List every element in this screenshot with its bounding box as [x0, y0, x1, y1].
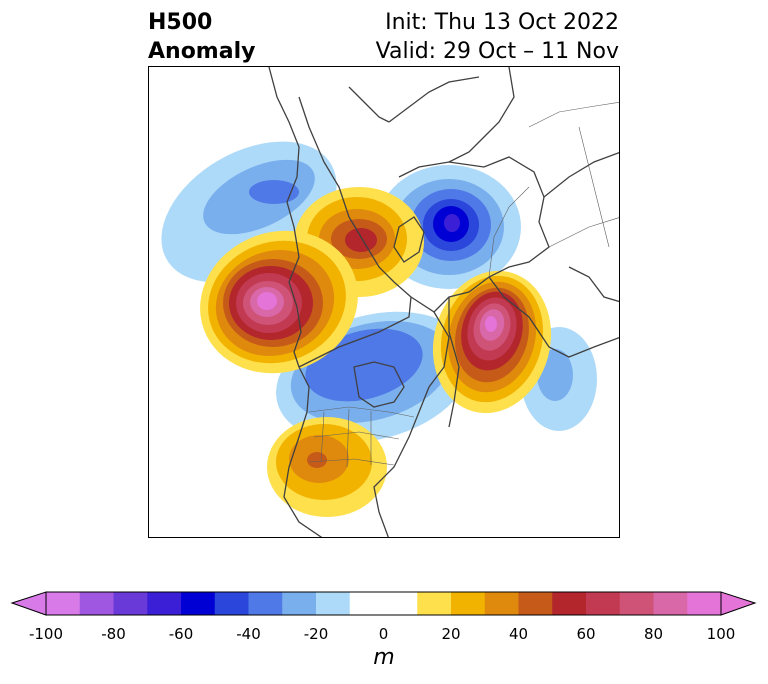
colorbar-segment: [316, 592, 351, 615]
tick-label: 20: [441, 625, 461, 643]
title-left-block: H500 Anomaly: [148, 8, 255, 66]
tick-label: 40: [508, 625, 529, 643]
colorbar-segment: [586, 592, 621, 615]
colorbar-segment: [653, 592, 688, 615]
valid-range: Valid: 29 Oct – 11 Nov: [375, 39, 619, 64]
colorbar-segment: [181, 592, 216, 615]
init-date: Init: Thu 13 Oct 2022: [385, 10, 619, 35]
tick-label: -100: [28, 625, 64, 643]
title-right-block: Init: Thu 13 Oct 2022 Valid: 29 Oct – 11…: [376, 8, 619, 66]
colorbar-segment: [518, 592, 553, 615]
title-subtitle: Anomaly: [148, 39, 256, 64]
colorbar-segments: [45, 591, 722, 616]
ridge-western-us: [267, 417, 387, 517]
colorbar-segment: [383, 592, 418, 615]
colorbar-segment: [349, 592, 384, 615]
tick-label: -40: [236, 625, 261, 643]
colorbar-segment: [248, 592, 283, 615]
colorbar-segment: [113, 592, 148, 615]
tick-label: 0: [378, 625, 389, 643]
colorbar-segment: [451, 592, 486, 615]
ridge-north-pacific: [200, 230, 358, 374]
colorbar-segment: [46, 592, 81, 615]
colorbar-segment: [619, 592, 654, 615]
tick-label: -20: [303, 625, 329, 643]
colorbar-segment: [214, 592, 249, 615]
colorbar-segment: [79, 592, 114, 615]
colorbar-segment: [282, 592, 317, 615]
tick-label: 100: [706, 625, 736, 643]
colorbar-extend-high: [720, 591, 757, 616]
colorbar-segment: [552, 592, 587, 615]
colorbar-unit: m: [373, 645, 395, 670]
tick-label: 80: [643, 625, 664, 643]
colorbar-segment: [147, 592, 182, 615]
tick-label: -80: [101, 625, 126, 643]
colorbar-segment: [687, 592, 722, 615]
country-borders: [308, 102, 619, 468]
colorbar-segment: [484, 592, 519, 615]
colorbar-segment: [417, 592, 452, 615]
colorbar-extend-low: [10, 591, 47, 616]
map-canvas: [161, 67, 619, 537]
anomaly-map: [148, 66, 620, 538]
title-variable: H500: [148, 10, 213, 35]
tick-label: 60: [576, 625, 596, 643]
colorbar: [10, 591, 757, 616]
tick-label: -60: [168, 625, 194, 643]
coastlines: [268, 67, 619, 537]
